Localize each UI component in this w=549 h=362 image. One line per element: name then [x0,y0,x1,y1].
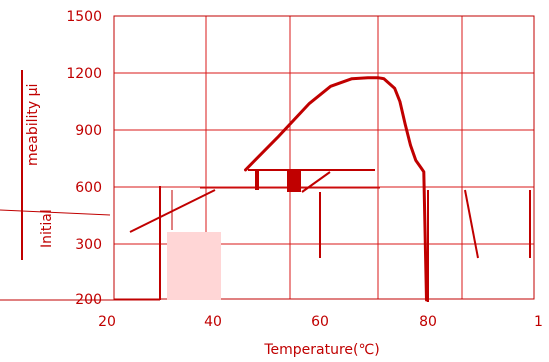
x-axis-label: Temperature(℃) [263,342,379,358]
y-tick-label: 1500 [66,9,102,25]
x-tick-label: 20 [98,314,116,330]
artifact-diag [301,171,331,193]
plot-frame [113,15,535,300]
grid-lines [114,16,534,299]
y-tick-label: 900 [75,123,102,139]
artifact-hline-d [0,209,111,216]
y-tick-label: 600 [75,180,102,196]
x-tick-labels: 20 40 60 80 1 [98,314,543,330]
artifact-shade-block [167,232,221,300]
y-axis-label-upper: meability μi [25,84,41,166]
x-tick-label: 1 [534,314,543,330]
y-tick-labels: 1500 1200 900 600 300 200 [66,9,102,308]
render-artifacts [0,70,531,302]
x-tick-label: 40 [204,314,222,330]
y-tick-label: 300 [75,237,102,253]
y-axis-label-lower: Initial [39,209,55,248]
artifact-bar-a [287,170,301,192]
artifact-diag-b [464,189,479,259]
artifact-diag-c [129,189,216,233]
artifact-bar-b [255,170,259,190]
y-tick-label: 1200 [66,66,102,82]
x-tick-label: 80 [419,314,437,330]
x-tick-label: 60 [311,314,329,330]
series-line [244,76,428,302]
y-tick-label: 200 [75,292,102,308]
